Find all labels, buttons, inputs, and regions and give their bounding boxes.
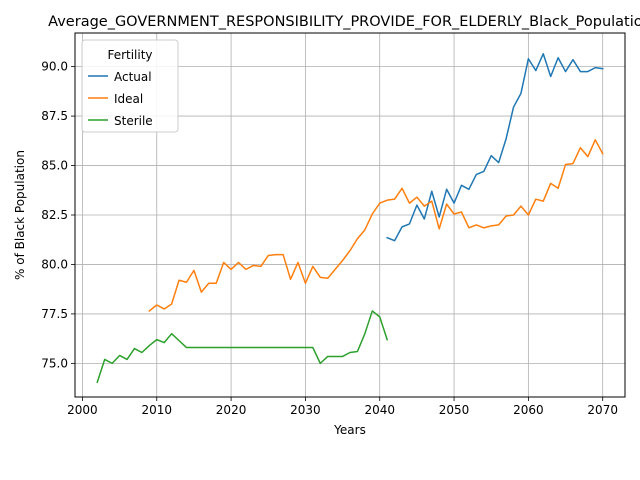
x-axis-ticks: 2000 2010 2020 2030 2040 2050 2060 2070 [67,397,618,417]
y-tick-label: 77.5 [41,307,68,321]
chart-title: Average_GOVERNMENT_RESPONSIBILITY_PROVID… [48,14,640,30]
y-tick-label: 80.0 [41,257,68,271]
grid-lines [75,33,625,397]
x-tick-label: 2050 [439,403,470,417]
x-tick-label: 2020 [216,403,247,417]
x-tick-label: 2030 [290,403,321,417]
series-line-actual [386,53,604,242]
series-line-ideal [148,139,604,313]
x-tick-label: 2040 [364,403,395,417]
legend-title: Fertility [107,48,152,62]
y-tick-label: 75.0 [41,356,68,370]
y-tick-label: 87.5 [41,109,68,123]
series-lines [96,53,604,384]
x-axis-label: Years [333,423,366,437]
y-tick-label: 85.0 [41,159,68,173]
series-line-sterile [96,310,389,384]
y-axis-label: % of Black Population [13,150,27,280]
legend: Fertility Actual Ideal Sterile [81,39,179,133]
legend-label-actual: Actual [114,70,152,84]
legend-box [81,39,179,133]
legend-label-ideal: Ideal [114,92,143,106]
y-axis-ticks: 75.0 77.5 80.0 82.5 85.0 87.5 90.0 [41,60,75,370]
x-tick-label: 2000 [67,403,98,417]
x-tick-label: 2010 [141,403,172,417]
x-tick-label: 2070 [587,403,618,417]
y-tick-label: 90.0 [41,60,68,74]
x-tick-label: 2060 [513,403,544,417]
y-tick-label: 82.5 [41,208,68,222]
legend-label-sterile: Sterile [114,114,153,128]
